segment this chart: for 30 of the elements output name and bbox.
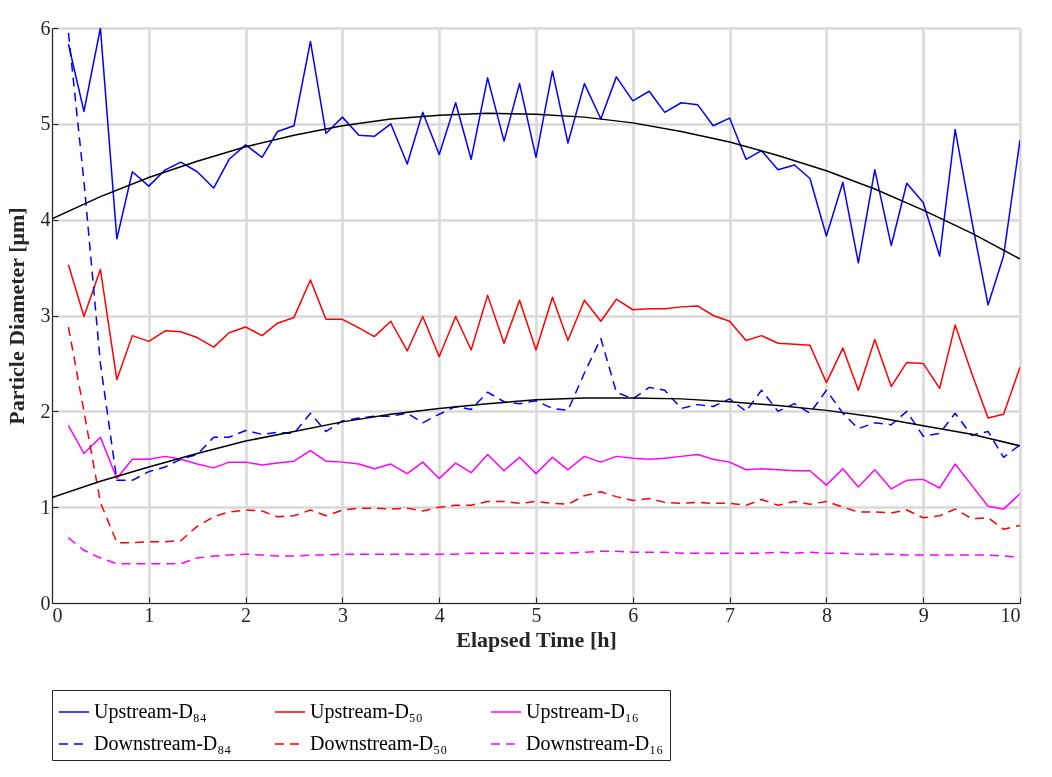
line-series bbox=[52, 397, 1020, 499]
x-tick-label: 1 bbox=[144, 603, 155, 626]
line-series bbox=[67, 326, 1020, 544]
x-axis-title: Elapsed Time [h] bbox=[456, 626, 617, 652]
y-tick-label: 6 bbox=[40, 16, 51, 39]
y-tick-label: 2 bbox=[40, 399, 51, 422]
legend-label: Downstream-D₅₀ bbox=[310, 732, 448, 754]
y-tick-label: 3 bbox=[40, 304, 51, 326]
x-tick-label: 5 bbox=[531, 603, 542, 626]
x-tick-label: 2 bbox=[241, 603, 252, 626]
y-tick-label: 4 bbox=[40, 208, 51, 231]
x-tick-label: 9 bbox=[918, 603, 929, 626]
y-axis-title: Particle Diameter [μm] bbox=[3, 207, 29, 425]
y-tick-label: 5 bbox=[40, 112, 51, 135]
line-series bbox=[67, 32, 1020, 482]
x-tick-label: 8 bbox=[821, 603, 832, 626]
line-series bbox=[52, 112, 1020, 260]
legend-label: Upstream-D₈₄ bbox=[94, 700, 207, 723]
x-tick-label: 7 bbox=[725, 603, 736, 626]
legend-label: Downstream-D₁₆ bbox=[526, 732, 664, 754]
legend-label: Upstream-D₁₆ bbox=[526, 700, 639, 723]
x-tick-label: 6 bbox=[628, 603, 639, 626]
x-tick-label: 3 bbox=[337, 603, 348, 626]
x-tick-label: 4 bbox=[434, 603, 445, 626]
x-tick-label: 10 bbox=[1000, 603, 1021, 626]
legend-label: Downstream-D₈₄ bbox=[94, 732, 232, 754]
legend-label: Upstream-D₅₀ bbox=[310, 700, 423, 723]
line-series bbox=[67, 263, 1020, 419]
line-series bbox=[67, 424, 1020, 510]
y-tick-label: 1 bbox=[40, 495, 51, 518]
